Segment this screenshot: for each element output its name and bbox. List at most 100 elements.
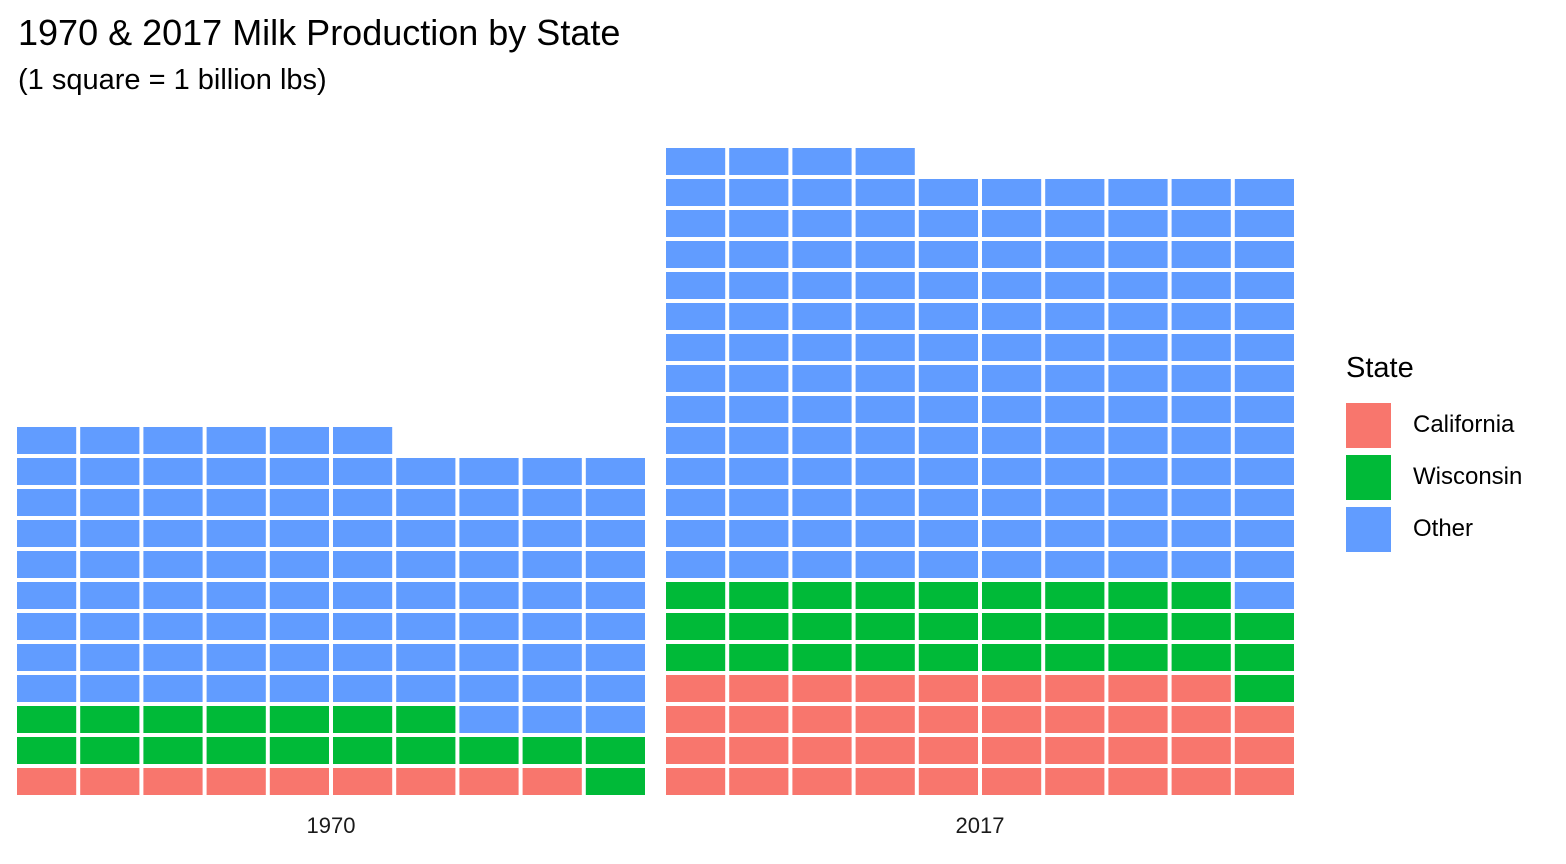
waffle-cell-2017-other — [855, 148, 915, 175]
waffle-cell-1970-other — [522, 582, 582, 609]
waffle-cell-1970-other — [522, 613, 582, 640]
waffle-cell-2017-other — [1171, 334, 1231, 361]
waffle-cell-2017-california — [855, 675, 915, 702]
waffle-cell-2017-other — [855, 210, 915, 237]
waffle-cell-2017-other — [1171, 489, 1231, 516]
waffle-cell-1970-other — [585, 613, 645, 640]
waffle-cell-2017-wisconsin — [792, 582, 852, 609]
waffle-cell-2017-other — [855, 303, 915, 330]
waffle-cell-2017-wisconsin — [918, 613, 978, 640]
waffle-cell-1970-other — [80, 675, 140, 702]
waffle-cell-2017-california — [729, 706, 789, 733]
waffle-cell-2017-other — [982, 489, 1042, 516]
waffle-cell-2017-other — [918, 458, 978, 485]
waffle-cell-1970-other — [269, 613, 329, 640]
waffle-cell-2017-wisconsin — [792, 644, 852, 671]
waffle-cell-2017-other — [792, 458, 852, 485]
waffle-cell-1970-other — [269, 551, 329, 578]
waffle-cell-2017-other — [1171, 303, 1231, 330]
waffle-cell-2017-other — [855, 334, 915, 361]
waffle-cell-1970-california — [333, 768, 393, 795]
waffle-cell-2017-other — [918, 179, 978, 206]
waffle-cell-2017-other — [982, 334, 1042, 361]
waffle-cell-2017-california — [1108, 706, 1168, 733]
waffle-cell-2017-other — [1171, 520, 1231, 547]
waffle-cell-2017-other — [792, 520, 852, 547]
waffle-cell-2017-other — [982, 179, 1042, 206]
waffle-cell-2017-other — [1171, 179, 1231, 206]
waffle-cell-2017-other — [918, 272, 978, 299]
waffle-cell-2017-other — [666, 396, 726, 423]
waffle-cell-1970-other — [585, 520, 645, 547]
waffle-cell-2017-other — [1045, 520, 1105, 547]
waffle-cell-1970-other — [143, 644, 203, 671]
waffle-cell-1970-other — [17, 427, 77, 454]
waffle-cell-2017-california — [855, 737, 915, 764]
waffle-cell-2017-other — [1045, 272, 1105, 299]
legend-label-california: California — [1413, 411, 1515, 438]
waffle-cell-1970-other — [80, 551, 140, 578]
waffle-cell-1970-other — [143, 551, 203, 578]
waffle-cell-1970-other — [80, 458, 140, 485]
waffle-cell-2017-other — [1108, 334, 1168, 361]
waffle-cell-1970-other — [206, 675, 266, 702]
waffle-cell-1970-other — [17, 644, 77, 671]
waffle-cell-2017-wisconsin — [1171, 582, 1231, 609]
legend: State California Wisconsin Other — [1346, 352, 1522, 555]
waffle-cell-1970-other — [333, 613, 393, 640]
waffle-cell-2017-other — [1171, 396, 1231, 423]
waffle-cell-1970-other — [459, 520, 519, 547]
waffle-cell-2017-other — [729, 148, 789, 175]
waffle-cell-2017-wisconsin — [918, 644, 978, 671]
waffle-cell-1970-other — [522, 489, 582, 516]
waffle-cell-1970-other — [522, 675, 582, 702]
waffle-cell-2017-california — [1171, 675, 1231, 702]
waffle-cell-2017-other — [918, 551, 978, 578]
waffle-cell-2017-other — [982, 396, 1042, 423]
waffle-cell-1970-other — [143, 613, 203, 640]
waffle-cell-2017-other — [855, 396, 915, 423]
waffle-cell-1970-other — [17, 458, 77, 485]
waffle-cell-1970-wisconsin — [17, 737, 77, 764]
waffle-cell-1970-other — [80, 644, 140, 671]
waffle-cell-2017-other — [792, 179, 852, 206]
waffle-cell-2017-california — [729, 675, 789, 702]
waffle-cell-2017-other — [1234, 489, 1294, 516]
waffle-cell-2017-other — [1108, 489, 1168, 516]
waffle-cell-2017-other — [1234, 365, 1294, 392]
waffle-cell-2017-other — [1045, 210, 1105, 237]
waffle-cell-2017-california — [855, 768, 915, 795]
waffle-cell-2017-wisconsin — [1234, 644, 1294, 671]
waffle-cell-2017-other — [729, 272, 789, 299]
waffle-cell-1970-other — [269, 675, 329, 702]
waffle-cell-1970-other — [459, 675, 519, 702]
waffle-cell-2017-wisconsin — [1234, 613, 1294, 640]
waffle-cell-1970-other — [585, 675, 645, 702]
waffle-cell-1970-other — [17, 582, 77, 609]
waffle-cell-2017-other — [1045, 396, 1105, 423]
waffle-cell-1970-other — [585, 489, 645, 516]
waffle-cell-2017-other — [1171, 241, 1231, 268]
waffle-cell-2017-california — [666, 675, 726, 702]
waffle-cell-2017-other — [918, 520, 978, 547]
waffle-cell-2017-other — [729, 210, 789, 237]
waffle-cell-1970-other — [396, 613, 456, 640]
waffle-cell-2017-other — [982, 272, 1042, 299]
waffle-cell-2017-california — [1045, 737, 1105, 764]
waffle-cell-2017-california — [1108, 768, 1168, 795]
waffle-cell-2017-other — [729, 241, 789, 268]
waffle-cell-1970-other — [17, 613, 77, 640]
waffle-cell-1970-other — [585, 706, 645, 733]
waffle-cell-2017-other — [855, 520, 915, 547]
waffle-cell-2017-california — [918, 675, 978, 702]
waffle-cell-1970-other — [206, 613, 266, 640]
waffle-cell-1970-wisconsin — [80, 737, 140, 764]
waffle-cell-2017-other — [1108, 458, 1168, 485]
waffle-cell-2017-other — [855, 179, 915, 206]
waffle-cell-2017-wisconsin — [729, 613, 789, 640]
waffle-cell-1970-other — [80, 489, 140, 516]
waffle-cell-1970-other — [459, 582, 519, 609]
waffle-cell-2017-other — [729, 365, 789, 392]
